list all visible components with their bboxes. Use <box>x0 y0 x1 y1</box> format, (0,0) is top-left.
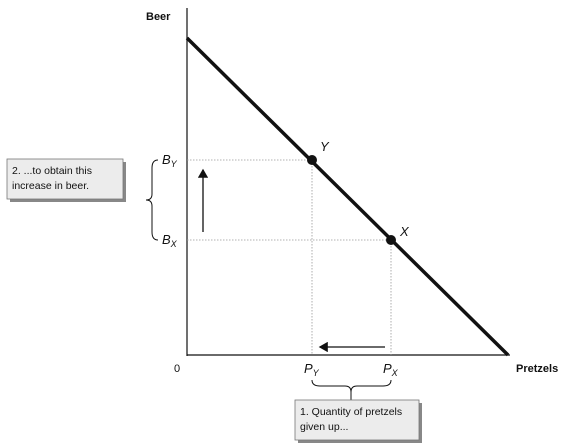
frontier-line <box>185 36 510 357</box>
note-text: given up... <box>300 421 348 433</box>
guides <box>187 159 392 355</box>
point-x <box>386 235 396 245</box>
note-box <box>6 158 124 200</box>
x-axis-label: Pretzels <box>516 363 558 375</box>
level-label: PY <box>304 361 320 378</box>
brace <box>311 379 392 393</box>
note-text: increase in beer. <box>12 180 89 192</box>
note-text: 2. ...to obtain this <box>12 165 92 177</box>
y-axis-label: Beer <box>146 11 171 23</box>
point-label: Y <box>320 139 330 154</box>
level-label: BY <box>162 152 178 169</box>
point-label: X <box>399 224 410 239</box>
brace <box>145 159 159 241</box>
origin-label: 0 <box>174 363 180 375</box>
level-label: BX <box>162 232 178 249</box>
note-box <box>294 399 420 441</box>
point-y <box>307 155 317 165</box>
level-label: PX <box>383 361 399 378</box>
note-text: 1. Quantity of pretzels <box>300 406 402 418</box>
